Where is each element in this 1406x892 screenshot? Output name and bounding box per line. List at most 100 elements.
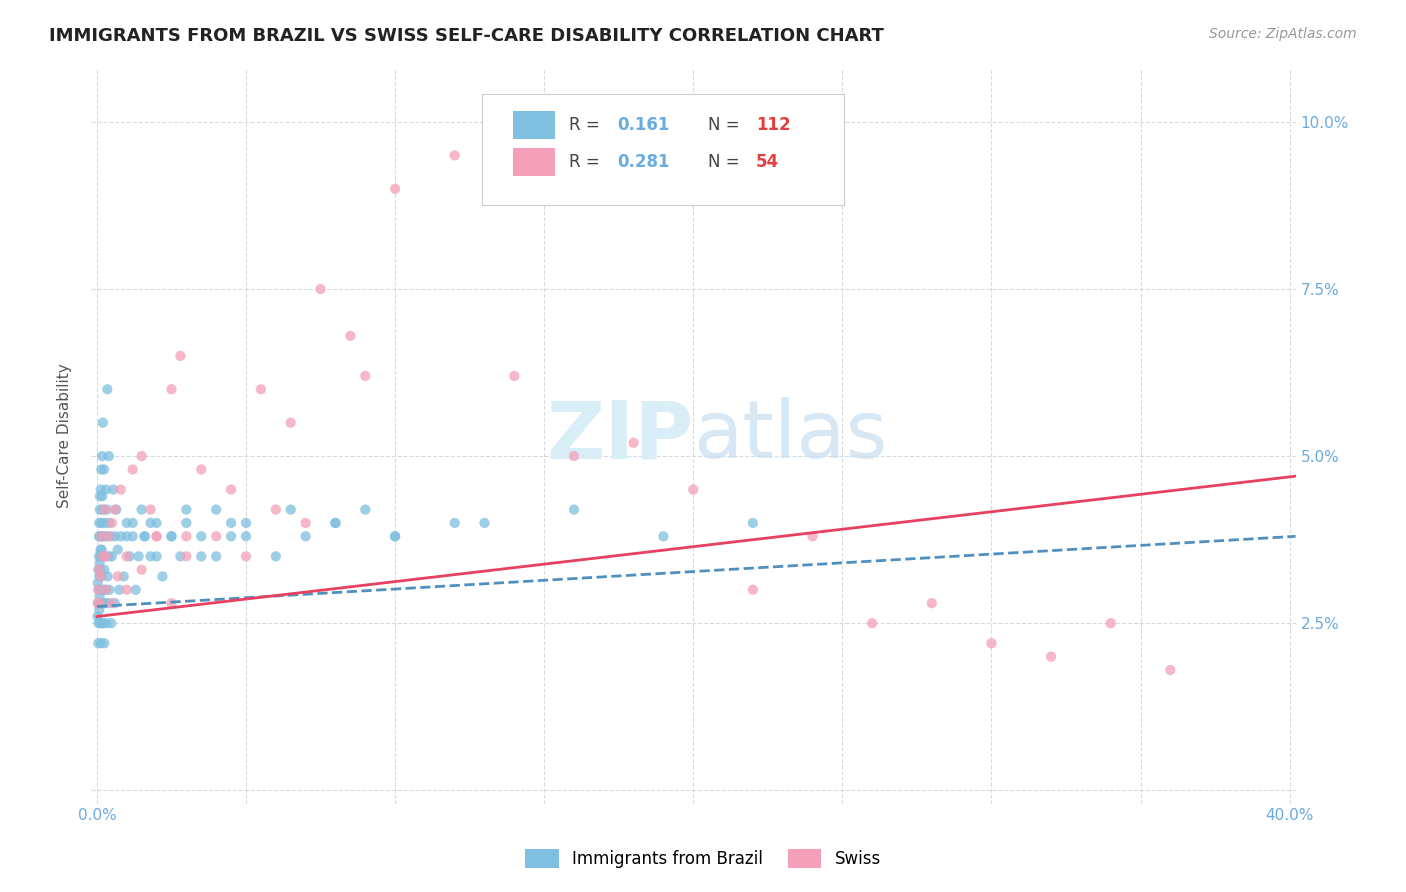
Text: N =: N =	[707, 116, 745, 134]
Point	[219, 483, 242, 497]
Point	[384, 182, 406, 196]
Point	[124, 582, 146, 597]
Point	[121, 462, 143, 476]
Point	[100, 616, 122, 631]
Point	[354, 368, 377, 383]
Point	[93, 563, 115, 577]
Point	[1159, 663, 1181, 677]
Point	[139, 516, 162, 530]
Point	[89, 529, 111, 543]
Point	[89, 569, 111, 583]
Point	[87, 596, 110, 610]
Point	[235, 549, 257, 564]
Point	[176, 516, 198, 530]
Point	[294, 516, 316, 530]
Point	[131, 449, 153, 463]
Point	[90, 549, 112, 564]
Point	[90, 596, 112, 610]
Point	[145, 516, 167, 530]
Point	[741, 582, 763, 597]
Point	[97, 516, 120, 530]
Point	[115, 549, 138, 564]
Point	[108, 582, 131, 597]
Point	[89, 582, 111, 597]
Point	[87, 596, 110, 610]
Y-axis label: Self-Care Disability: Self-Care Disability	[58, 364, 72, 508]
Point	[205, 549, 228, 564]
Point	[115, 582, 138, 597]
Point	[90, 542, 112, 557]
Point	[89, 603, 111, 617]
Point	[474, 516, 496, 530]
Point	[860, 616, 883, 631]
Point	[90, 636, 112, 650]
Point	[160, 529, 183, 543]
Point	[90, 516, 112, 530]
Text: R =: R =	[569, 116, 605, 134]
Point	[97, 549, 120, 564]
Point	[801, 529, 824, 543]
Point	[160, 382, 183, 396]
Point	[93, 502, 115, 516]
Point	[103, 483, 125, 497]
Point	[176, 549, 198, 564]
Point	[264, 549, 287, 564]
Point	[443, 148, 465, 162]
Point	[93, 529, 115, 543]
Point	[94, 529, 117, 543]
Point	[98, 582, 121, 597]
Point	[104, 502, 127, 516]
Point	[87, 596, 110, 610]
Point	[169, 549, 191, 564]
Point	[235, 529, 257, 543]
Point	[87, 636, 110, 650]
Point	[145, 529, 167, 543]
Bar	[513, 148, 555, 176]
Point	[128, 549, 150, 564]
Point	[325, 516, 347, 530]
Point	[90, 569, 112, 583]
Point	[91, 549, 114, 564]
Point	[121, 529, 143, 543]
Point	[104, 529, 127, 543]
Point	[309, 282, 332, 296]
Point	[89, 542, 111, 557]
Point	[219, 516, 242, 530]
Point	[97, 596, 120, 610]
Point	[94, 549, 117, 564]
Point	[169, 349, 191, 363]
Point	[623, 435, 645, 450]
Point	[91, 489, 114, 503]
Text: 0.281: 0.281	[617, 153, 669, 171]
Point	[96, 382, 118, 396]
Point	[280, 502, 302, 516]
Point	[93, 462, 115, 476]
Point	[176, 502, 198, 516]
Text: 0.161: 0.161	[617, 116, 669, 134]
Point	[190, 549, 212, 564]
Text: Source: ZipAtlas.com: Source: ZipAtlas.com	[1209, 27, 1357, 41]
Point	[219, 529, 242, 543]
Point	[652, 529, 675, 543]
Point	[115, 529, 138, 543]
Point	[280, 416, 302, 430]
Point	[110, 483, 132, 497]
Point	[250, 382, 273, 396]
Point	[91, 596, 114, 610]
Point	[89, 596, 111, 610]
Point	[101, 596, 124, 610]
Point	[110, 529, 132, 543]
Point	[96, 502, 118, 516]
Point	[294, 529, 316, 543]
Point	[205, 502, 228, 516]
Point	[131, 502, 153, 516]
Point	[325, 516, 347, 530]
Point	[503, 368, 526, 383]
Point	[107, 569, 129, 583]
Text: 112: 112	[756, 116, 790, 134]
Point	[91, 529, 114, 543]
Point	[90, 483, 112, 497]
Point	[980, 636, 1002, 650]
Point	[160, 529, 183, 543]
Point	[134, 529, 156, 543]
